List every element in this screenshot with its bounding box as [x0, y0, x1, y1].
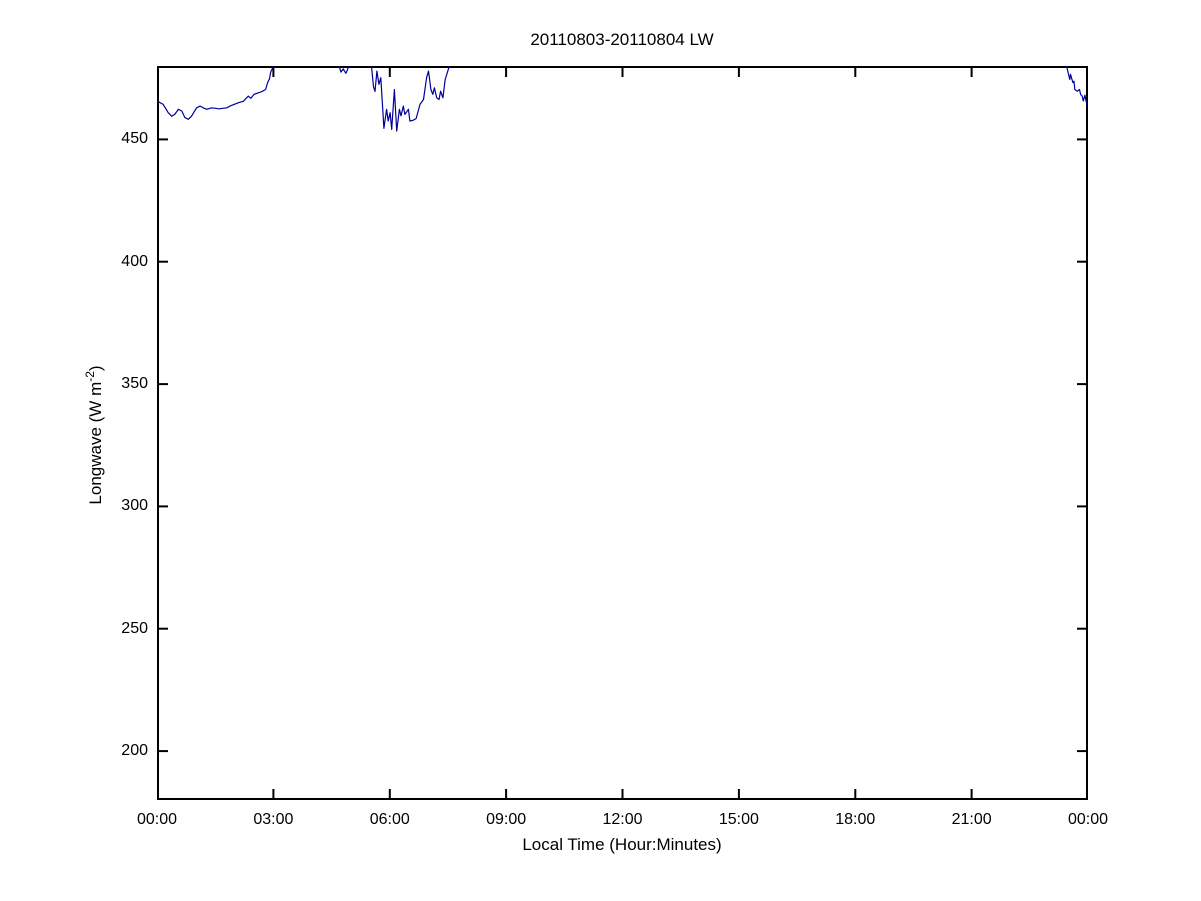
y-tick-label: 250 — [121, 619, 148, 637]
x-tick-label: 09:00 — [486, 811, 527, 828]
y-tick-label: 300 — [121, 497, 148, 515]
chart-title: 20110803-20110804 LW — [530, 30, 714, 49]
lw-series-line — [370, 66, 451, 132]
y-tick-label: 400 — [121, 252, 148, 270]
plot-area — [157, 66, 1088, 800]
x-tick-label: 06:00 — [369, 811, 410, 828]
x-tick-label: 21:00 — [951, 811, 992, 828]
lw-series-line — [338, 66, 350, 74]
y-tick-label: 450 — [121, 130, 148, 148]
x-tick-label: 00:00 — [136, 811, 178, 828]
lw-series-line — [1065, 66, 1088, 106]
axis-box — [157, 66, 1088, 800]
y-axis-label-text: Longwave (W m — [85, 381, 105, 505]
y-axis-label-suffix: ) — [85, 365, 105, 372]
x-axis-label: Local Time (Hour:Minutes) — [522, 835, 722, 854]
x-tick-label: 12:00 — [602, 811, 643, 828]
lw-series-line — [157, 66, 275, 120]
x-tick-label: 15:00 — [718, 811, 759, 828]
x-tick-label: 18:00 — [835, 811, 876, 828]
x-tick-label: 00:00 — [1067, 811, 1109, 828]
y-tick-label: 350 — [121, 375, 148, 393]
lw-line-chart — [157, 66, 1088, 800]
x-tick-label: 03:00 — [253, 811, 294, 828]
y-tick-label: 200 — [121, 742, 148, 760]
